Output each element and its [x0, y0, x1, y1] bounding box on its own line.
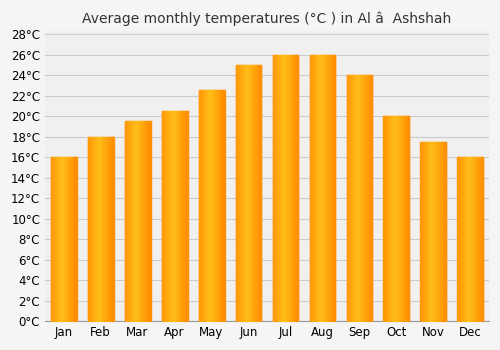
Title: Average monthly temperatures (°C ) in Al â  Ashshah: Average monthly temperatures (°C ) in Al… [82, 11, 452, 26]
